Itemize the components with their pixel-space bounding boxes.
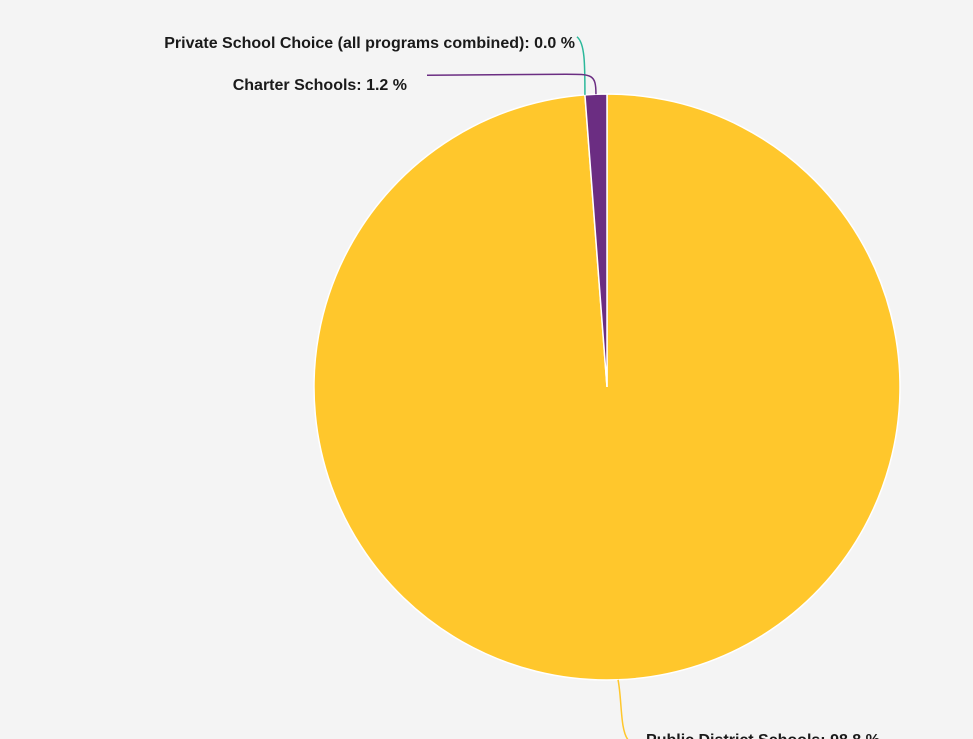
leader-lines — [426, 36, 629, 739]
leader-line-public-district-schools — [617, 679, 629, 739]
leader-line-private-school-choice-all-programs-combined — [576, 36, 586, 95]
leader-line-charter-schools — [426, 73, 597, 95]
slice-label-public-district-schools: Public District Schools: 98.8 % — [646, 732, 880, 739]
slice-labels: Public District Schools: 98.8 % Private S… — [164, 35, 880, 739]
slice-label-private-school-choice-all-programs-combined: Private School Choice (all programs comb… — [164, 35, 575, 52]
slice-label-charter-schools: Charter Schools: 1.2 % — [233, 77, 407, 94]
pie-slices — [313, 93, 901, 681]
